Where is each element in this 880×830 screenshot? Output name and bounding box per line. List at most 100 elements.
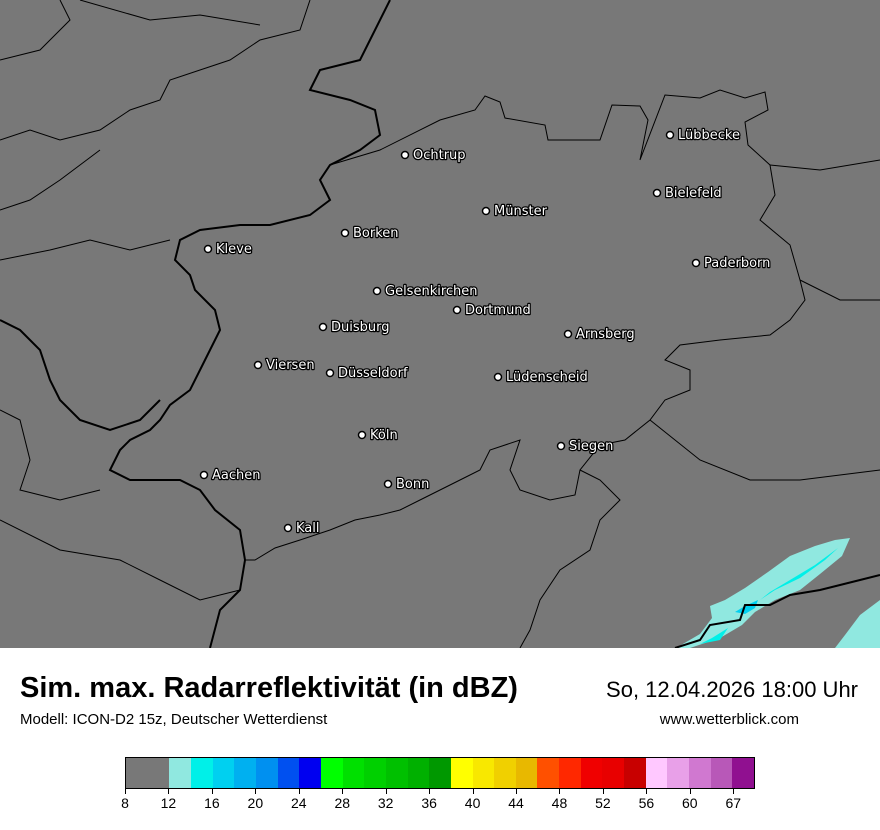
model-info: Modell: ICON-D2 15z, Deutscher Wetterdie… [20, 711, 328, 728]
legend-tick-label: 67 [725, 795, 742, 811]
city-label: Dortmund [465, 303, 531, 318]
city-dot [325, 368, 335, 378]
legend-tick-label: 48 [551, 795, 568, 811]
legend-tick-label: 60 [682, 795, 698, 811]
city-marker: Lübbecke [665, 127, 741, 144]
city-label: Ochtrup [413, 148, 466, 163]
legend-swatch [450, 758, 473, 788]
legend-swatch [255, 758, 278, 788]
city-marker: Düsseldorf [325, 365, 409, 382]
city-marker: Aachen [199, 467, 262, 484]
legend-swatch [645, 758, 668, 788]
city-layer: Ochtrup Lübbecke Bielefeld Münster Borken Kle… [199, 127, 772, 537]
legend-tick-label: 12 [160, 795, 177, 811]
city-label: Borken [353, 226, 399, 241]
legend-tick [646, 789, 648, 794]
legend-swatch [407, 758, 430, 788]
city-dot [199, 470, 209, 480]
city-dot [665, 130, 675, 140]
legend-swatch [234, 758, 256, 788]
city-marker: Kleve [203, 241, 253, 258]
city-dot [452, 305, 462, 315]
legend-swatch [277, 758, 300, 788]
map-title: Sim. max. Radarreflektivität (in dBZ) [20, 672, 518, 704]
legend-swatch [472, 758, 495, 788]
city-marker: Ochtrup [400, 147, 467, 164]
city-marker: Paderborn [691, 255, 772, 272]
legend-swatch [212, 758, 235, 788]
legend-swatch [190, 758, 213, 788]
city-marker: Bonn [383, 476, 431, 493]
legend-tick [342, 789, 344, 794]
city-label: Arnsberg [576, 327, 635, 342]
legend-swatch [342, 758, 365, 788]
city-dot [203, 244, 213, 254]
legend-swatch [169, 758, 191, 788]
legend-tick [125, 789, 126, 794]
legend-tick [472, 789, 474, 794]
legend-tick-label: 32 [377, 795, 394, 811]
city-dot [372, 286, 382, 296]
city-marker: Köln [357, 427, 399, 444]
legend-tick [602, 789, 604, 794]
legend-tick-label: 24 [290, 795, 307, 811]
legend-tick [211, 789, 213, 794]
city-dot [493, 372, 503, 382]
legend-tick-label: 16 [204, 795, 220, 811]
legend-swatch [299, 758, 321, 788]
legend-tick-label: 8 [121, 795, 129, 811]
website-link[interactable]: www.wetterblick.com [659, 711, 799, 728]
legend-swatch [537, 758, 560, 788]
legend-swatch [364, 758, 386, 788]
legend-tick [516, 789, 518, 794]
city-dot [556, 441, 566, 451]
city-dot [481, 206, 491, 216]
legend-tick-label: 28 [334, 795, 351, 811]
legend-tick [429, 789, 431, 794]
legend-swatch [732, 758, 755, 788]
color-legend [125, 757, 755, 789]
borders [0, 0, 880, 648]
legend-tick [733, 789, 735, 794]
city-label: Bielefeld [665, 186, 722, 201]
legend-swatch [320, 758, 343, 788]
legend-swatch [126, 758, 170, 788]
city-dot [318, 322, 328, 332]
city-dot [357, 430, 367, 440]
legend-swatch [624, 758, 646, 788]
city-dot [383, 479, 393, 489]
city-label: Düsseldorf [338, 366, 408, 381]
legend-tick-label: 52 [595, 795, 611, 811]
city-label: Köln [370, 428, 398, 443]
legend-tick-label: 44 [508, 795, 524, 811]
legend-tick-label: 20 [247, 795, 264, 811]
city-dot [400, 150, 410, 160]
city-label: Münster [494, 204, 548, 219]
city-label: Siegen [569, 439, 613, 454]
legend-tick-label: 36 [421, 795, 437, 811]
legend-swatch [429, 758, 451, 788]
city-marker: Siegen [556, 438, 615, 455]
city-dot [691, 258, 701, 268]
city-marker: Münster [481, 203, 549, 220]
city-marker: Borken [340, 225, 400, 242]
legend-tick [298, 789, 300, 794]
legend-swatch [689, 758, 711, 788]
radar-map[interactable]: Ochtrup Lübbecke Bielefeld Münster Borken Kle… [0, 0, 880, 648]
legend-swatch [710, 758, 733, 788]
city-label: Kleve [216, 242, 252, 257]
precipitation-area [676, 538, 880, 648]
city-label: Lübbecke [678, 128, 740, 143]
city-marker: Lüdenscheid [493, 369, 589, 386]
legend-tick [255, 789, 257, 794]
legend-swatch [580, 758, 603, 788]
city-marker: Gelsenkirchen [372, 283, 479, 300]
legend-swatch [385, 758, 408, 788]
map-layer: Ochtrup Lübbecke Bielefeld Münster Borken Kle… [0, 0, 880, 648]
city-dot [253, 360, 263, 370]
city-label: Bonn [396, 477, 429, 492]
legend-tick [559, 789, 561, 794]
city-label: Gelsenkirchen [385, 284, 478, 299]
legend-swatch [667, 758, 690, 788]
legend-tick-label: 40 [464, 795, 481, 811]
